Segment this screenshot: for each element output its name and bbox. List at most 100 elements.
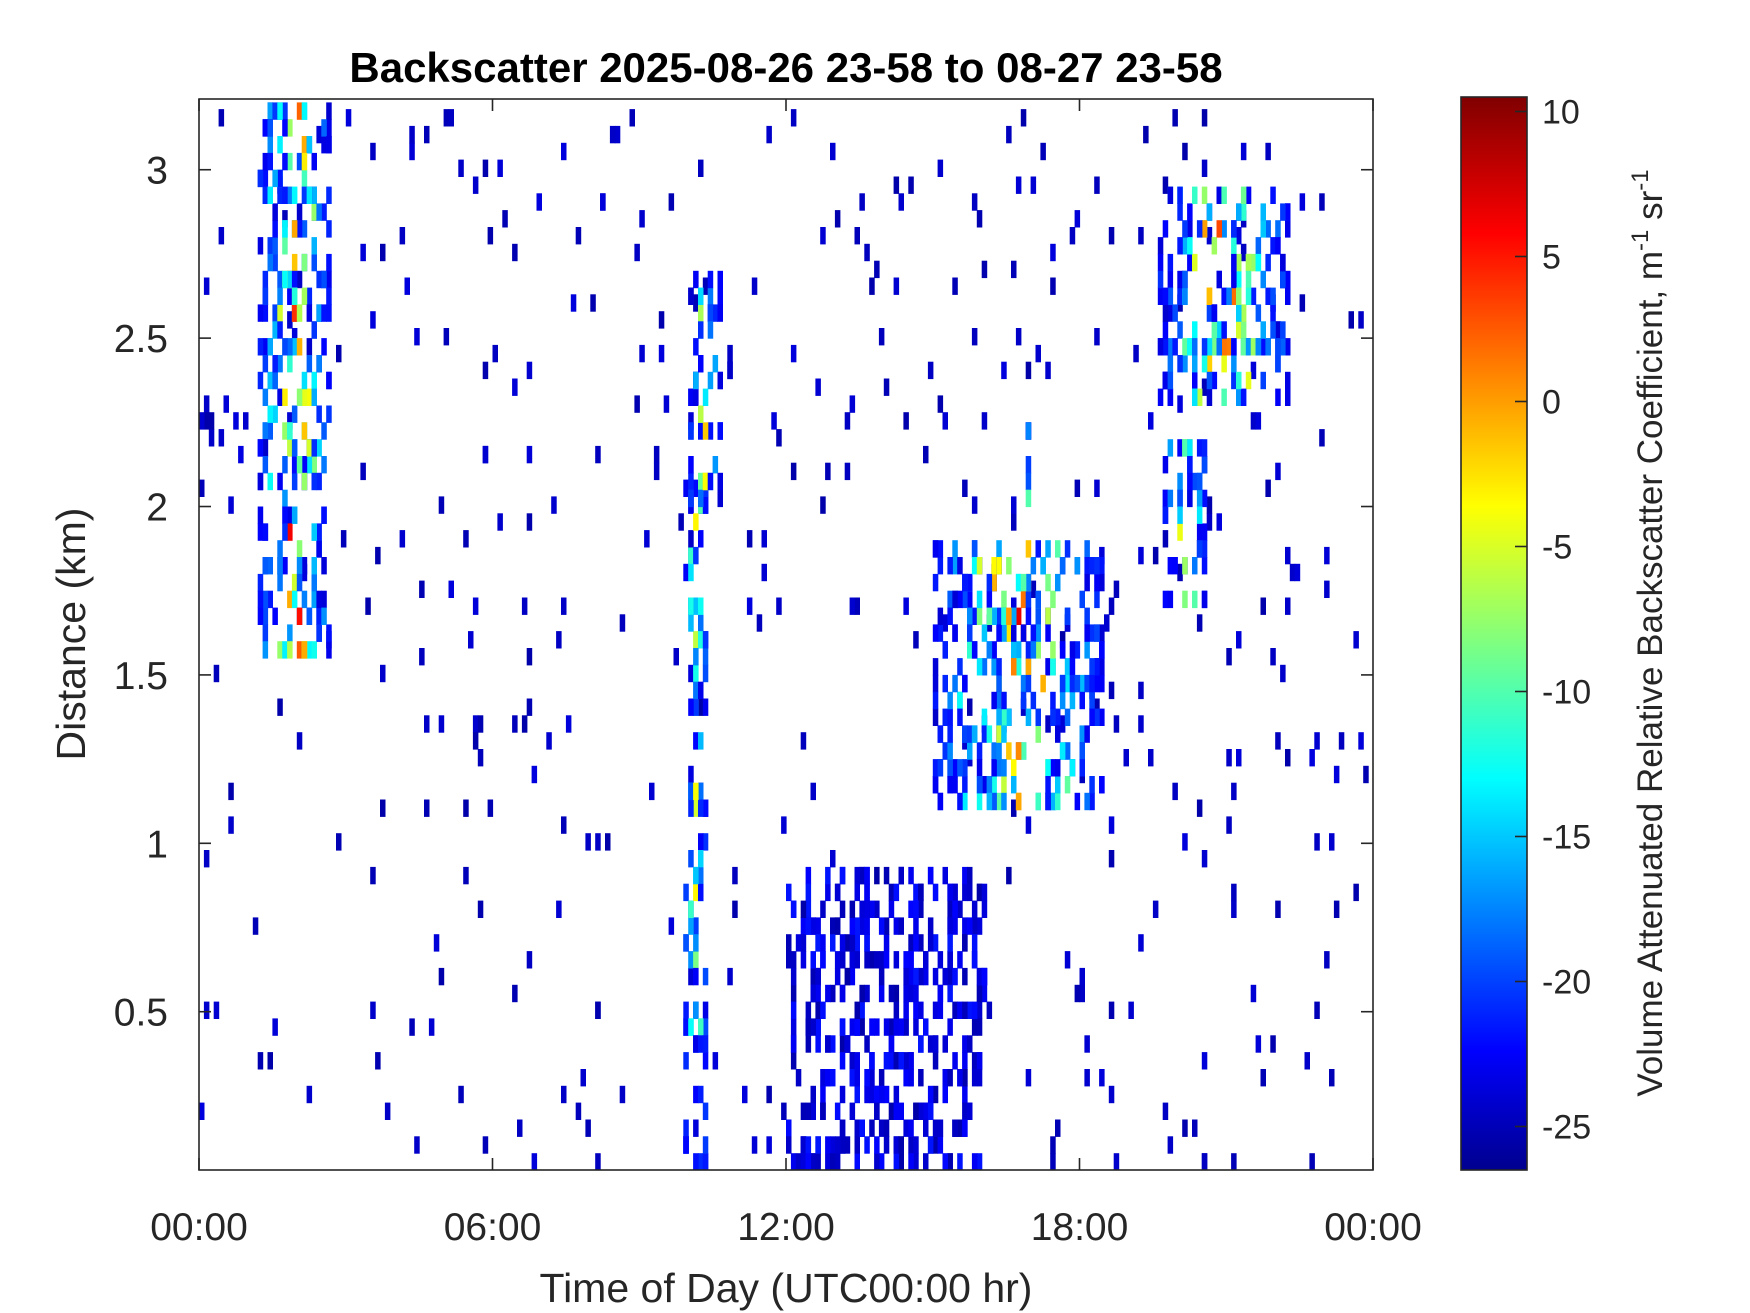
heatmap-cell: [702, 967, 709, 986]
heatmap-cell: [1250, 412, 1257, 430]
heatmap-cell: [971, 328, 978, 346]
heatmap-cell: [702, 833, 709, 851]
heatmap-cell: [1064, 674, 1071, 693]
heatmap-cell: [243, 412, 249, 430]
heatmap-cell: [883, 866, 890, 885]
heatmap-cell: [1329, 1069, 1335, 1087]
heatmap-cell: [688, 489, 694, 508]
heatmap-cell: [834, 951, 841, 969]
heatmap-cell: [1050, 691, 1056, 710]
heatmap-cell: [1167, 355, 1174, 373]
heatmap-cell: [223, 395, 229, 413]
heatmap-cell: [1265, 253, 1271, 272]
heatmap-cell: [952, 557, 958, 575]
heatmap-cell: [1020, 674, 1027, 693]
heatmap-cell: [976, 607, 983, 625]
heatmap-cell: [1260, 597, 1266, 615]
heatmap-cell: [942, 1069, 948, 1087]
heatmap-cell: [262, 624, 269, 642]
heatmap-cell: [810, 1018, 816, 1036]
heatmap-cell: [932, 883, 939, 902]
heatmap-cell: [1196, 439, 1203, 457]
heatmap-cell: [336, 833, 342, 851]
heatmap-cell: [913, 1102, 919, 1120]
heatmap-cell: [830, 1069, 836, 1087]
colorbar-tick-label: -20: [1542, 964, 1591, 1002]
heatmap-cell: [1231, 287, 1237, 305]
heatmap-cell: [1064, 776, 1071, 794]
heatmap-cell: [786, 1136, 792, 1154]
heatmap-cell: [698, 681, 704, 700]
heatmap-cell: [1187, 338, 1193, 356]
heatmap-cell: [693, 1153, 699, 1170]
heatmap-cell: [306, 304, 313, 322]
heatmap-cell: [869, 1052, 875, 1070]
heatmap-cell: [1206, 355, 1213, 373]
heatmap-cell: [1329, 833, 1335, 851]
heatmap-cell: [1011, 759, 1017, 777]
heatmap-cell: [839, 984, 846, 1003]
heatmap-cell: [957, 658, 963, 676]
heatmap-cell: [1196, 523, 1203, 541]
heatmap-cell: [839, 1052, 846, 1070]
heatmap-cell: [1260, 220, 1266, 238]
heatmap-cell: [996, 557, 1002, 575]
heatmap-cell: [971, 607, 978, 625]
heatmap-cell: [727, 967, 733, 986]
heatmap-cell: [1172, 304, 1178, 322]
heatmap-cell: [918, 883, 924, 902]
heatmap-cell: [702, 648, 709, 666]
heatmap-cell: [1157, 237, 1164, 255]
heatmap-cell: [1231, 1153, 1237, 1170]
heatmap-cell: [463, 866, 469, 885]
heatmap-cell: [1001, 725, 1007, 743]
heatmap-cell: [805, 900, 812, 918]
heatmap-cell: [908, 1052, 914, 1070]
heatmap-cell: [257, 590, 264, 609]
heatmap-cell: [614, 125, 621, 144]
heatmap-cell: [1172, 782, 1178, 801]
heatmap-cell: [1001, 792, 1007, 811]
heatmap-cell: [903, 1018, 909, 1036]
heatmap-cell: [874, 1136, 880, 1154]
y-axis: 0.5 1 1.5 2 2.5 3: [114, 150, 1373, 1035]
heatmap-cell: [1050, 641, 1056, 659]
heatmap-cell: [311, 523, 317, 541]
heatmap-cell: [962, 776, 968, 794]
heatmap-cell: [683, 479, 689, 497]
colorbar-label-main: Volume Attenuated Relative Backscatter C…: [1631, 251, 1670, 1097]
heatmap-cell: [1059, 641, 1066, 659]
heatmap-cell: [952, 967, 958, 986]
heatmap-cell: [497, 513, 503, 531]
heatmap-cell: [937, 557, 944, 575]
heatmap-cell: [1089, 658, 1095, 676]
heatmap-cell: [321, 119, 327, 137]
heatmap-cell: [732, 866, 738, 885]
heatmap-cell: [688, 850, 694, 868]
heatmap-cell: [1084, 540, 1090, 558]
heatmap-cell: [688, 388, 694, 406]
heatmap-cell: [1236, 749, 1242, 767]
heatmap-cell: [1011, 776, 1017, 794]
heatmap-cell: [766, 1085, 772, 1104]
heatmap-cell: [1196, 799, 1203, 817]
heatmap-cell: [1108, 816, 1115, 834]
heatmap-cell: [1011, 799, 1017, 817]
heatmap-cell: [1006, 708, 1012, 726]
heatmap-cell: [1201, 186, 1208, 204]
heatmap-cell: [1011, 260, 1017, 279]
heatmap-cell: [693, 294, 699, 312]
heatmap-cell: [1025, 472, 1032, 491]
heatmap-cell: [1162, 176, 1169, 194]
heatmap-cell: [1030, 176, 1037, 194]
heatmap-cell: [693, 546, 699, 565]
heatmap-cell: [1240, 142, 1247, 161]
heatmap-cell: [1138, 715, 1144, 733]
heatmap-cell: [291, 439, 298, 457]
heatmap-cell: [698, 489, 704, 508]
heatmap-cell: [1226, 749, 1232, 767]
heatmap-cell: [986, 573, 993, 592]
heatmap-cell: [702, 698, 709, 716]
heatmap-cell: [1162, 530, 1169, 548]
heatmap-cell: [903, 1001, 909, 1019]
